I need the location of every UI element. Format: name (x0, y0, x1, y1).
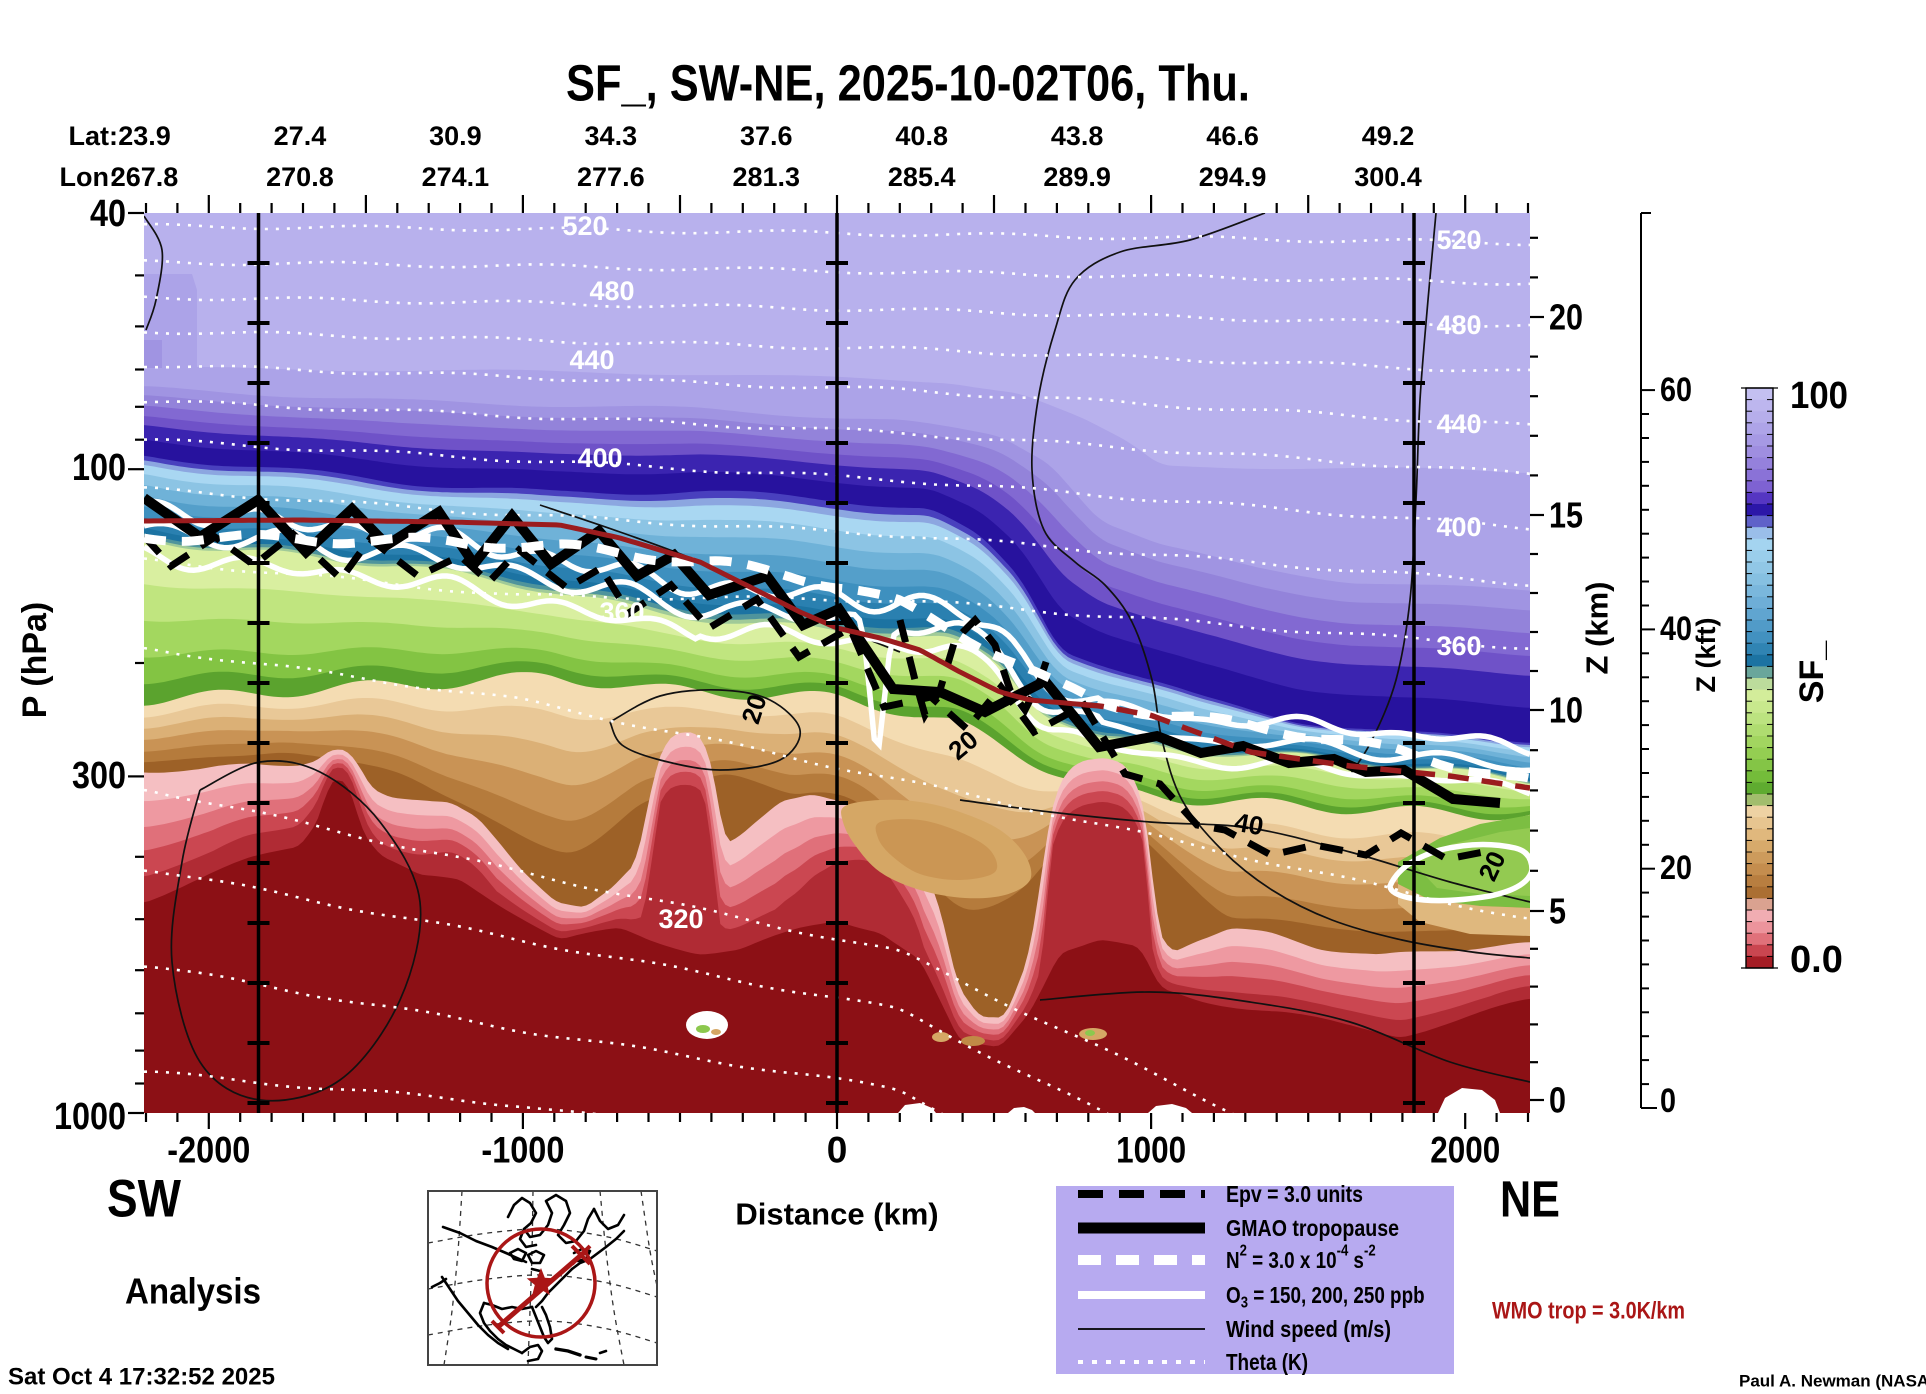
svg-text:40: 40 (90, 193, 126, 235)
svg-text:Epv = 3.0 units: Epv = 3.0 units (1226, 1181, 1363, 1207)
svg-text:SF_, SW-NE, 2025-10-02T06, Thu: SF_, SW-NE, 2025-10-02T06, Thu. (566, 55, 1250, 112)
svg-text:WMO trop = 3.0K/km: WMO trop = 3.0K/km (1492, 1298, 1685, 1325)
svg-text:440: 440 (1436, 409, 1481, 439)
svg-text:274.1: 274.1 (422, 162, 490, 192)
svg-text:0: 0 (1549, 1080, 1566, 1121)
svg-text:100: 100 (72, 447, 126, 489)
svg-text:294.9: 294.9 (1199, 162, 1267, 192)
svg-text:440: 440 (569, 345, 614, 375)
svg-text:40: 40 (1660, 610, 1692, 648)
svg-text:Theta (K): Theta (K) (1226, 1349, 1308, 1375)
svg-text:Lon:: Lon: (60, 162, 118, 192)
svg-text:SW: SW (107, 1170, 181, 1229)
svg-text:520: 520 (1436, 225, 1481, 255)
svg-text:-4: -4 (1337, 1243, 1349, 1260)
svg-text:5: 5 (1549, 891, 1566, 932)
svg-text:267.8: 267.8 (111, 162, 179, 192)
svg-text:N: N (1226, 1247, 1240, 1273)
svg-text:1000: 1000 (54, 1096, 126, 1138)
svg-text:40.8: 40.8 (895, 121, 948, 151)
svg-text:Analysis: Analysis (125, 1271, 261, 1312)
svg-text:285.4: 285.4 (888, 162, 956, 192)
svg-text:10: 10 (1549, 690, 1583, 731)
svg-text:60: 60 (1660, 371, 1692, 409)
svg-text:23.9: 23.9 (118, 121, 171, 151)
svg-text:NE: NE (1500, 1171, 1560, 1228)
svg-text:360: 360 (599, 597, 644, 627)
svg-text:289.9: 289.9 (1043, 162, 1111, 192)
svg-text:Paul A. Newman (NASA: Paul A. Newman (NASA (1739, 1372, 1926, 1391)
svg-text:GMAO tropopause: GMAO tropopause (1226, 1215, 1399, 1241)
svg-text:30.9: 30.9 (429, 121, 482, 151)
svg-text:20: 20 (1660, 849, 1692, 887)
svg-text:= 150, 200, 250 ppb: = 150, 200, 250 ppb (1248, 1282, 1425, 1308)
svg-text:P (hPa): P (hPa) (16, 602, 54, 719)
svg-text:270.8: 270.8 (266, 162, 334, 192)
svg-text:300.4: 300.4 (1354, 162, 1422, 192)
svg-text:Z (km): Z (km) (1580, 582, 1615, 675)
svg-text:-2000: -2000 (167, 1130, 250, 1171)
svg-text:-2: -2 (1364, 1243, 1376, 1260)
svg-text:320: 320 (658, 904, 703, 934)
svg-text:480: 480 (1436, 310, 1481, 340)
svg-text:300: 300 (72, 755, 126, 797)
svg-text:400: 400 (577, 443, 622, 473)
svg-text:s: s (1348, 1247, 1364, 1273)
svg-text:40: 40 (1232, 807, 1266, 842)
svg-text:1000: 1000 (1116, 1130, 1186, 1171)
svg-text:27.4: 27.4 (274, 121, 327, 151)
svg-text:49.2: 49.2 (1362, 121, 1415, 151)
svg-text:Wind speed (m/s): Wind speed (m/s) (1226, 1316, 1391, 1342)
svg-text:46.6: 46.6 (1206, 121, 1259, 151)
svg-text:37.6: 37.6 (740, 121, 793, 151)
svg-text:O: O (1226, 1282, 1241, 1308)
svg-text:520: 520 (562, 211, 607, 241)
svg-text:3: 3 (1241, 1295, 1248, 1312)
svg-text:Lat:: Lat: (69, 121, 119, 151)
svg-text:Z (kft): Z (kft) (1691, 618, 1721, 693)
svg-text:SF_: SF_ (1793, 640, 1831, 703)
svg-text:360: 360 (1436, 631, 1481, 661)
svg-text:-1000: -1000 (481, 1130, 564, 1171)
svg-text:43.8: 43.8 (1051, 121, 1104, 151)
svg-text:2: 2 (1240, 1243, 1247, 1260)
svg-text:34.3: 34.3 (585, 121, 638, 151)
svg-text:0.0: 0.0 (1790, 939, 1843, 981)
svg-text:15: 15 (1549, 495, 1583, 536)
svg-text:480: 480 (589, 276, 634, 306)
svg-text:400: 400 (1436, 512, 1481, 542)
svg-text:0: 0 (1660, 1082, 1676, 1120)
svg-text:281.3: 281.3 (732, 162, 800, 192)
svg-text:20: 20 (1549, 297, 1583, 338)
svg-text:100: 100 (1790, 375, 1848, 417)
svg-text:Distance (km): Distance (km) (735, 1197, 938, 1232)
svg-text:Sat Oct 4 17:32:52 2025: Sat Oct 4 17:32:52 2025 (8, 1364, 275, 1391)
svg-text:2000: 2000 (1430, 1130, 1500, 1171)
svg-text:0: 0 (827, 1130, 848, 1171)
svg-text:= 3.0 x 10: = 3.0 x 10 (1247, 1247, 1337, 1273)
svg-text:277.6: 277.6 (577, 162, 645, 192)
